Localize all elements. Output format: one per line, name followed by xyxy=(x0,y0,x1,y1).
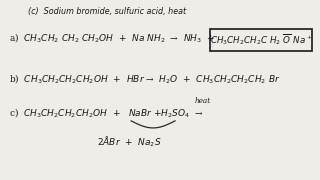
Text: c)  $CH_3CH_2CH_2CH_2OH$  +   $NaBr$ $+H_2SO_4$  →: c) $CH_3CH_2CH_2CH_2OH$ + $NaBr$ $+H_2SO… xyxy=(10,105,204,119)
Text: $2\AA Br$  +  $Na_2S$: $2\AA Br$ + $Na_2S$ xyxy=(97,135,162,149)
Text: heat: heat xyxy=(194,97,210,105)
Text: b)  $CH_3CH_2CH_2CH_2OH$  +  $HBr$ →  $H_2O$  +  $CH_3CH_2CH_2CH_2$ $Br$: b) $CH_3CH_2CH_2CH_2OH$ + $HBr$ → $H_2O$… xyxy=(10,72,281,85)
Text: (c)  Sodium bromide, sulfuric acid, heat: (c) Sodium bromide, sulfuric acid, heat xyxy=(28,7,187,16)
Text: $CH_3CH_2CH_2C$ $H_2$ $\overline{O}$ $Na^+$: $CH_3CH_2CH_2C$ $H_2$ $\overline{O}$ $Na… xyxy=(210,33,312,48)
Text: a)  $CH_3CH_2$ $CH_2$ $CH_2OH$  +  $Na$ $NH_2$  →  $NH_3$  +: a) $CH_3CH_2$ $CH_2$ $CH_2OH$ + $Na$ $NH… xyxy=(10,31,216,44)
